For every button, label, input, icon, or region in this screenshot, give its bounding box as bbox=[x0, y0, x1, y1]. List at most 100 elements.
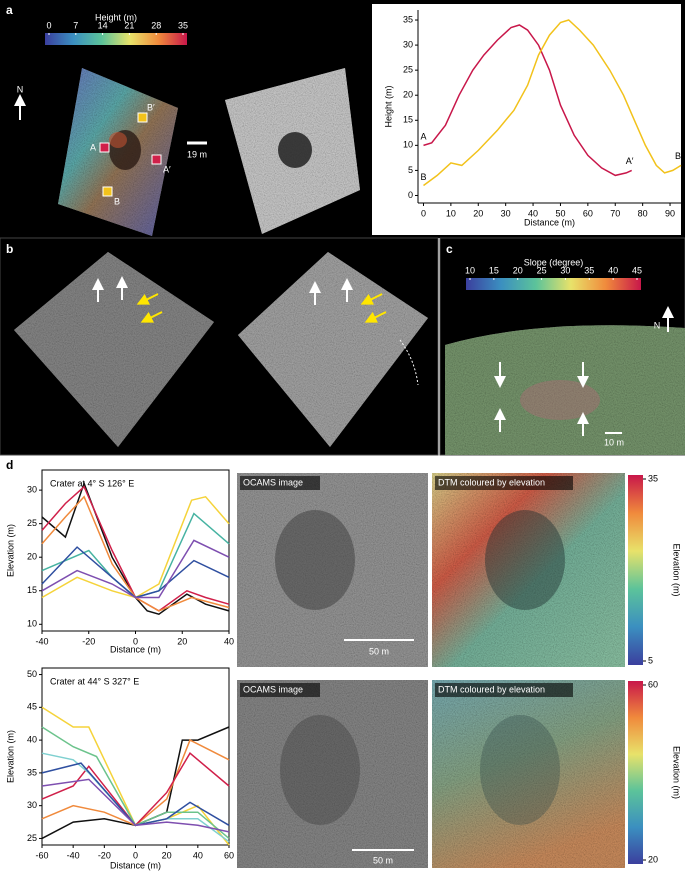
colorbar-title: Elevation (m) bbox=[672, 746, 682, 799]
y-tick-label: 30 bbox=[27, 800, 37, 810]
colorbar-tick-label: 5 bbox=[648, 655, 653, 665]
slope-patch bbox=[520, 380, 600, 420]
label-bg bbox=[435, 683, 573, 697]
colorbar bbox=[45, 33, 187, 45]
x-tick-label: 70 bbox=[610, 208, 620, 218]
colorbar-tick-label: 35 bbox=[178, 20, 188, 30]
chart-bg bbox=[372, 4, 681, 235]
x-tick-label: 0 bbox=[133, 850, 138, 860]
y-axis-label: Height (m) bbox=[383, 85, 393, 127]
ocams-image bbox=[237, 473, 428, 667]
data-line bbox=[423, 19, 682, 187]
crater bbox=[278, 132, 312, 168]
crater bbox=[485, 510, 565, 610]
x-tick-label: 40 bbox=[528, 208, 538, 218]
x-tick-label: 90 bbox=[665, 208, 675, 218]
x-tick-label: 0 bbox=[133, 636, 138, 646]
colorbar-tick-label: 28 bbox=[151, 20, 161, 30]
arrow bbox=[136, 293, 159, 305]
marker-b bbox=[102, 186, 113, 197]
colorbar-tick-label: 7 bbox=[73, 20, 78, 30]
y-axis-label: Elevation (m) bbox=[5, 524, 15, 577]
data-line bbox=[41, 539, 230, 599]
image-title: OCAMS image bbox=[243, 684, 303, 694]
chart-title: Crater at 44° S 327° E bbox=[50, 676, 139, 686]
colorbar-tick-label: 60 bbox=[648, 679, 658, 689]
colorbar bbox=[628, 681, 643, 864]
x-tick-label: 50 bbox=[555, 208, 565, 218]
marker-b-prime bbox=[137, 112, 148, 123]
colorbar-tick-label: 35 bbox=[648, 473, 658, 483]
label-bg bbox=[240, 683, 320, 697]
y-tick-label: 35 bbox=[27, 767, 37, 777]
dtm-image bbox=[432, 680, 625, 868]
north-label: N bbox=[17, 84, 24, 94]
y-tick-label: 20 bbox=[27, 552, 37, 562]
y-tick-label: 15 bbox=[27, 585, 37, 595]
colorbar-tick-label: 0 bbox=[46, 20, 51, 30]
y-tick-label: 10 bbox=[27, 619, 37, 629]
data-line bbox=[41, 778, 230, 833]
chart-title: Crater at 4° S 126° E bbox=[50, 478, 134, 488]
colorbar-tick-label: 45 bbox=[632, 265, 642, 275]
dotted-outline bbox=[399, 339, 419, 386]
x-tick-label: 60 bbox=[583, 208, 593, 218]
y-tick-label: 45 bbox=[27, 702, 37, 712]
y-axis-label: Elevation (m) bbox=[5, 730, 15, 783]
colorbar bbox=[466, 278, 641, 290]
x-tick-label: 20 bbox=[162, 850, 172, 860]
x-tick-label: 40 bbox=[224, 636, 234, 646]
north-label: N bbox=[654, 320, 661, 330]
line-label: A′ bbox=[626, 156, 634, 166]
colorbar-tick-label: 35 bbox=[584, 265, 594, 275]
y-tick-label: 30 bbox=[403, 39, 413, 49]
arrow bbox=[360, 293, 383, 305]
y-tick-label: 15 bbox=[403, 115, 413, 125]
colorbar-tick-label: 14 bbox=[98, 20, 108, 30]
map-label: B′ bbox=[147, 102, 155, 112]
label-bg bbox=[240, 476, 320, 490]
image-title: DTM coloured by elevation bbox=[438, 684, 545, 694]
asteroid-image bbox=[14, 252, 214, 447]
map-label: A′ bbox=[163, 164, 171, 174]
x-tick-label: 60 bbox=[224, 850, 234, 860]
image-title: DTM coloured by elevation bbox=[438, 477, 545, 487]
x-tick-label: 80 bbox=[638, 208, 648, 218]
colorbar-tick-label: 15 bbox=[489, 265, 499, 275]
panel-label: d bbox=[6, 458, 13, 472]
x-tick-label: 30 bbox=[501, 208, 511, 218]
colorbar-tick-label: 30 bbox=[560, 265, 570, 275]
y-tick-label: 0 bbox=[408, 190, 413, 200]
map-label: A bbox=[90, 142, 96, 152]
y-tick-label: 25 bbox=[27, 833, 37, 843]
dtm-image bbox=[432, 473, 625, 667]
crater-rim bbox=[109, 132, 127, 148]
chart-bg bbox=[42, 470, 229, 631]
arrow bbox=[364, 311, 387, 323]
line-label: B bbox=[420, 172, 426, 182]
x-tick-label: 20 bbox=[473, 208, 483, 218]
x-tick-label: -60 bbox=[35, 850, 48, 860]
crater bbox=[480, 715, 560, 825]
colorbar-tick-label: 40 bbox=[608, 265, 618, 275]
y-tick-label: 40 bbox=[27, 734, 37, 744]
y-tick-label: 30 bbox=[27, 485, 37, 495]
colorbar-tick-label: 10 bbox=[465, 265, 475, 275]
label-bg bbox=[435, 476, 573, 490]
map-label: B bbox=[114, 196, 120, 206]
colorbar-title: Height (m) bbox=[95, 12, 137, 22]
y-tick-label: 25 bbox=[403, 65, 413, 75]
line-label: B′ bbox=[675, 151, 683, 161]
scale-label: 10 m bbox=[604, 437, 624, 447]
x-axis-label: Distance (m) bbox=[110, 644, 161, 654]
x-tick-label: -40 bbox=[35, 636, 48, 646]
y-tick-label: 35 bbox=[403, 14, 413, 24]
ocams-image bbox=[237, 680, 428, 868]
y-tick-label: 10 bbox=[403, 140, 413, 150]
x-tick-label: -40 bbox=[67, 850, 80, 860]
colorbar-tick-label: 21 bbox=[124, 20, 134, 30]
x-tick-label: 10 bbox=[446, 208, 456, 218]
scale-label: 50 m bbox=[373, 855, 393, 865]
marker-a-prime bbox=[151, 154, 162, 165]
